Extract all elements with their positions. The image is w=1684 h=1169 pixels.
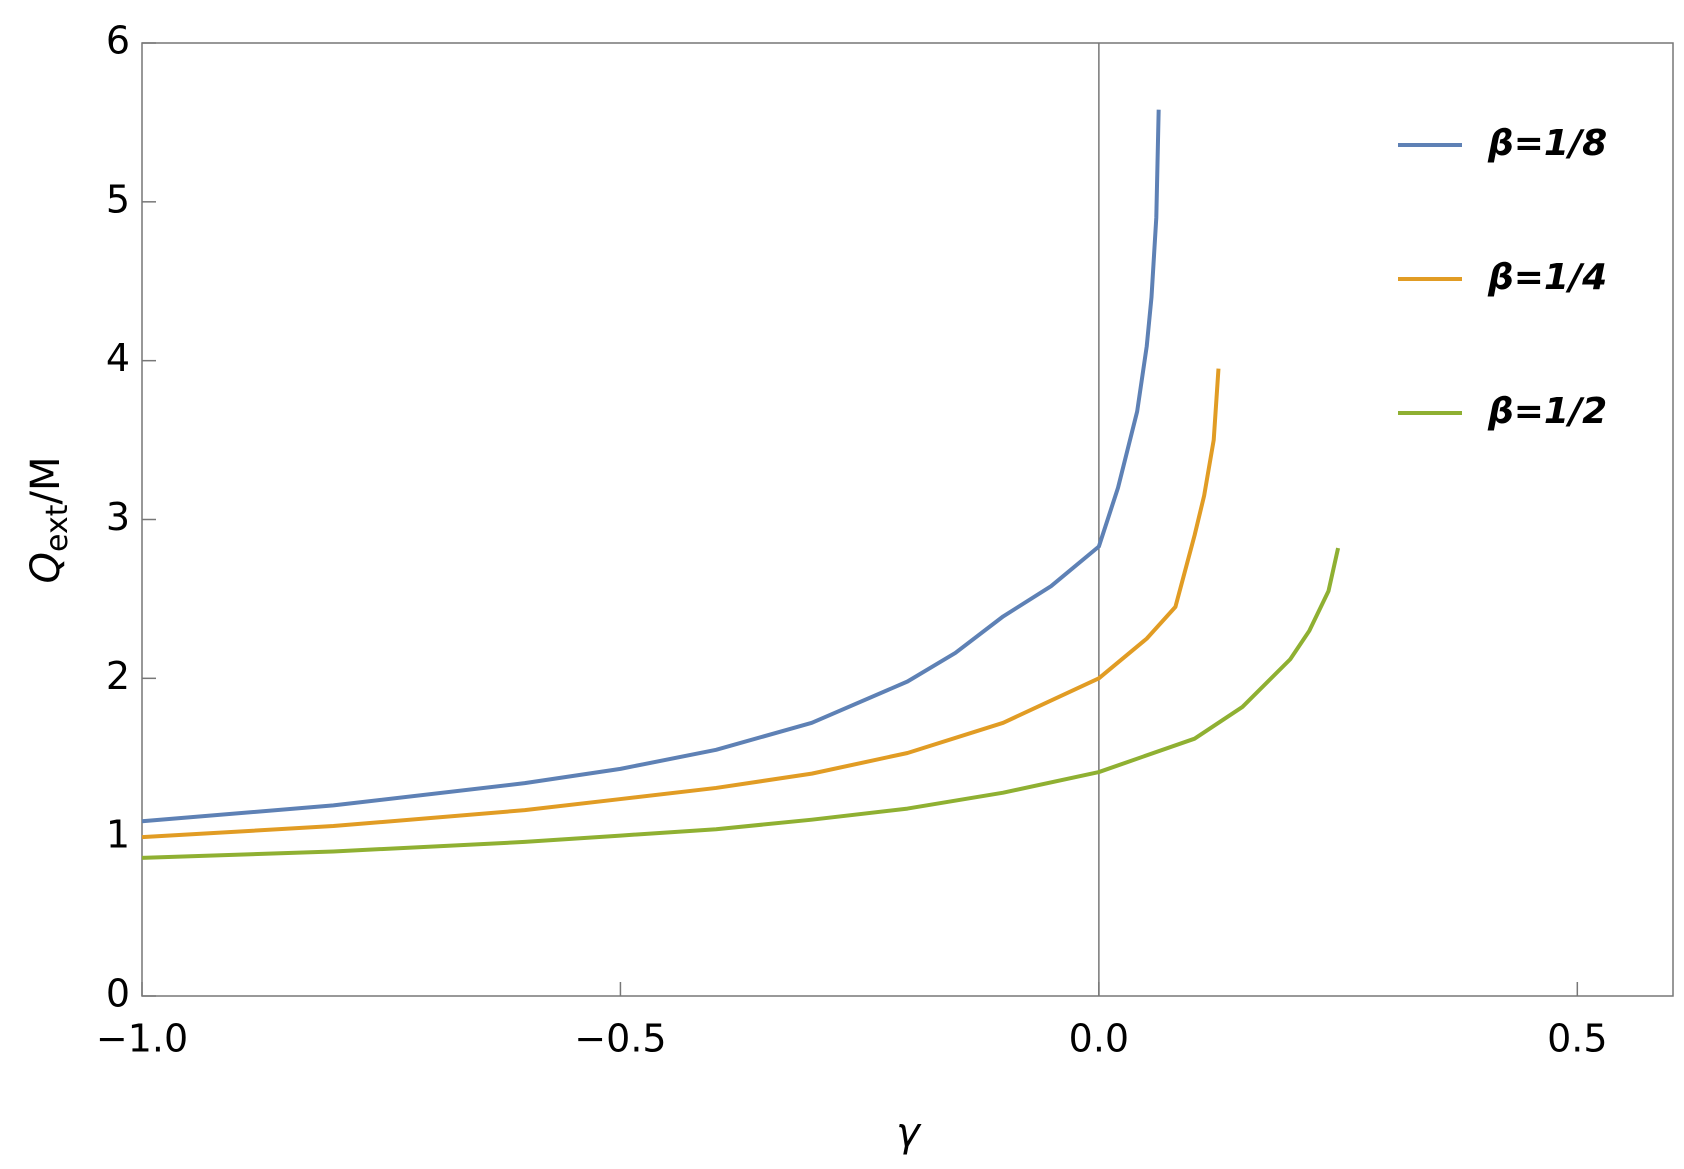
legend-label: β=1/8 xyxy=(1487,123,1607,164)
y-label-sub: ext xyxy=(40,504,75,552)
y-tick-label: 4 xyxy=(106,336,130,380)
series-line xyxy=(141,368,1221,840)
y-tick-label: 2 xyxy=(106,654,130,698)
y-tick-label: 3 xyxy=(106,495,130,539)
series-line xyxy=(141,547,1341,860)
y-label-rest: /M xyxy=(23,457,69,505)
x-tick-label: 0.0 xyxy=(1069,1017,1129,1061)
legend-label: β=1/4 xyxy=(1487,257,1607,298)
x-tick-label: −1.0 xyxy=(96,1017,188,1061)
y-tick-label: 5 xyxy=(106,177,130,221)
x-tick-label: −0.5 xyxy=(574,1017,666,1061)
y-tick-label: 1 xyxy=(106,813,130,857)
plot-frame xyxy=(141,42,1674,997)
x-tick-label: 0.5 xyxy=(1547,1017,1607,1061)
series-line xyxy=(141,109,1161,824)
y-tick-label: 6 xyxy=(106,19,130,63)
y-label-main: Q xyxy=(23,552,69,583)
x-axis-label: γ xyxy=(896,1110,922,1156)
y-tick-label: 0 xyxy=(106,972,130,1016)
y-axis-label: Qext/M xyxy=(23,457,75,584)
legend-label: β=1/2 xyxy=(1487,391,1607,432)
